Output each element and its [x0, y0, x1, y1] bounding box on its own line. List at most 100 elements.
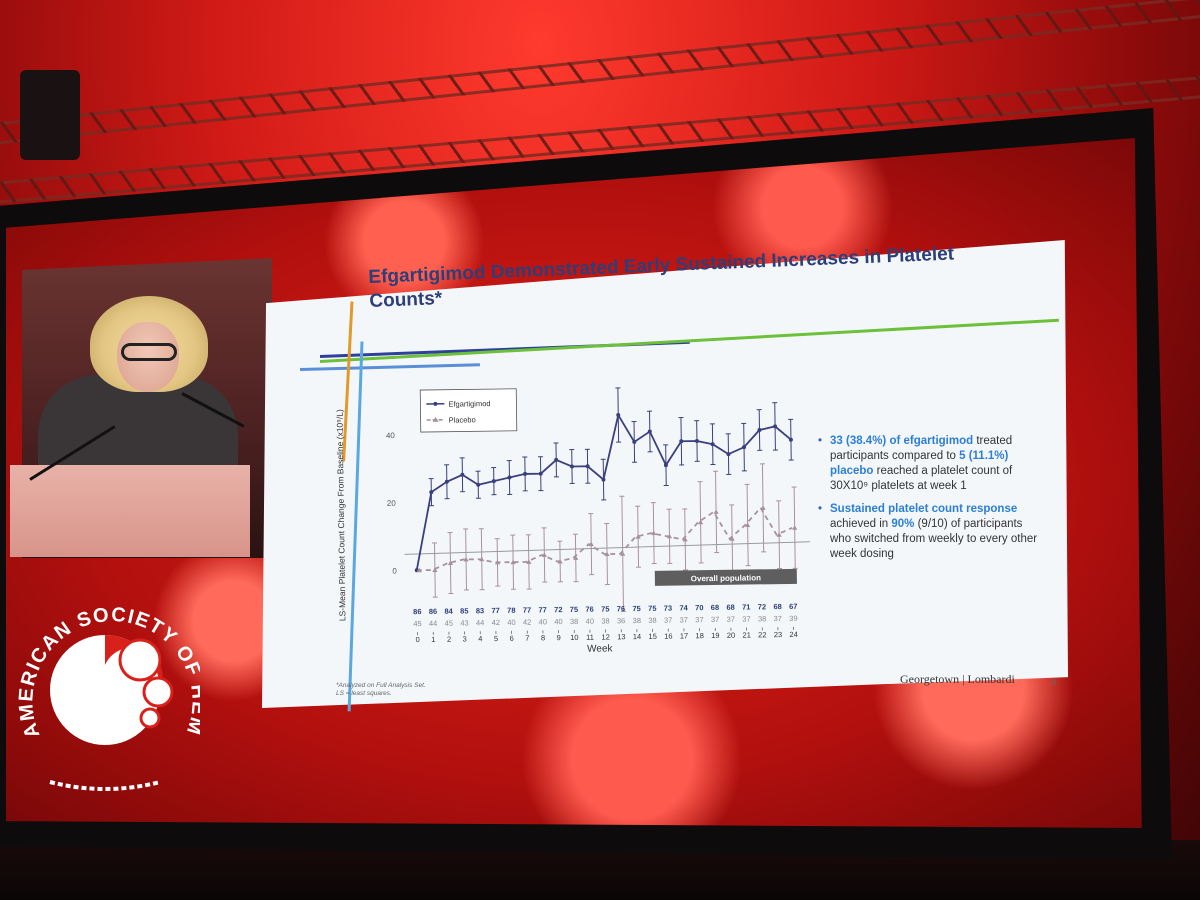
efgartigimod-at-risk-count: 85 [460, 606, 468, 615]
efgartigimod-point [476, 482, 481, 487]
efgartigimod-point [710, 442, 715, 447]
placebo-point [494, 559, 501, 565]
placebo-point [557, 558, 563, 564]
placebo-point [573, 555, 579, 560]
x-tick-label: 10 [570, 633, 578, 642]
placebo-at-risk-count: 44 [476, 618, 484, 627]
georgetown-lombardi-brand: Georgetown | Lombardi [900, 672, 1015, 686]
chart-legend [419, 388, 518, 433]
placebo-at-risk-count: 38 [570, 617, 578, 626]
efgartigimod-at-risk-count: 75 [570, 605, 578, 614]
efgartigimod-at-risk-count: 78 [507, 606, 515, 615]
x-tick-label: 5 [494, 634, 498, 643]
placebo-at-risk-count: 38 [758, 614, 766, 623]
chart-y-axis-label: LS-Mean Platelet Count Change From Basel… [334, 409, 347, 621]
efgartigimod-at-risk-count: 77 [523, 606, 531, 615]
efgartigimod-at-risk-count: 75 [648, 604, 656, 613]
placebo-at-risk-count: 42 [492, 618, 500, 627]
x-tick-label: 0 [416, 635, 420, 644]
efgartigimod-point [742, 445, 747, 450]
efgartigimod-at-risk-count: 84 [444, 607, 453, 616]
efgartigimod-point [788, 437, 793, 442]
overall-population-banner [654, 568, 797, 586]
placebo-at-risk-count: 37 [727, 615, 735, 624]
efgartigimod-at-risk-count: 77 [491, 606, 499, 615]
placebo-point [635, 534, 641, 539]
x-tick-label: 13 [617, 632, 625, 641]
placebo-at-risk-count: 37 [742, 614, 750, 623]
y-tick-label: 0 [392, 567, 397, 576]
x-tick-label: 1 [431, 635, 435, 644]
efgartigimod-at-risk-count: 72 [758, 602, 766, 611]
legend-efgartigimod-label: Efgartigimod [448, 399, 490, 409]
efgartigimod-at-risk-count: 83 [476, 606, 484, 615]
efgartigimod-at-risk-count: 75 [632, 604, 640, 613]
x-tick-label: 22 [758, 630, 766, 639]
efgartigimod-at-risk-count: 73 [664, 604, 672, 613]
placebo-at-risk-count: 45 [445, 619, 453, 628]
placebo-point [792, 525, 798, 530]
x-tick-label: 7 [525, 634, 529, 643]
placebo-point [729, 536, 735, 541]
placebo-point [760, 505, 766, 510]
efgartigimod-at-risk-count: 72 [554, 605, 562, 614]
efgartigimod-at-risk-count: 86 [429, 607, 437, 616]
efgartigimod-point [460, 472, 465, 477]
speaker-glasses [121, 343, 177, 361]
placebo-point [588, 541, 594, 547]
placebo-at-risk-count: 39 [789, 614, 797, 623]
x-tick-label: 6 [510, 634, 514, 643]
efgartigimod-at-risk-count: 68 [711, 603, 719, 612]
x-tick-label: 19 [711, 631, 719, 640]
placebo-point [776, 532, 782, 537]
efgartigimod-point [647, 429, 652, 434]
placebo-at-risk-count: 37 [711, 615, 719, 624]
placebo-at-risk-count: 44 [429, 619, 437, 628]
placebo-point [541, 552, 547, 557]
x-tick-label: 3 [463, 634, 467, 643]
efgartigimod-at-risk-count: 77 [538, 605, 546, 614]
x-tick-label: 23 [774, 630, 782, 639]
x-tick-label: 2 [447, 635, 451, 644]
legend-placebo-label: Placebo [449, 415, 476, 424]
placebo-point [620, 551, 626, 556]
efgartigimod-point [726, 452, 731, 457]
x-tick-label: 17 [680, 631, 688, 640]
placebo-at-risk-count: 40 [539, 617, 547, 626]
efgartigimod-point [694, 439, 699, 444]
x-tick-label: 24 [789, 630, 797, 639]
efgartigimod-at-risk-count: 74 [679, 603, 688, 612]
overall-population-label: Overall population [691, 573, 761, 583]
efgartigimod-at-risk-count: 70 [695, 603, 703, 612]
efgartigimod-at-risk-count: 67 [789, 602, 797, 611]
efgartigimod-point [554, 457, 559, 462]
x-tick-label: 11 [586, 633, 594, 642]
efgartigimod-at-risk-count: 76 [585, 605, 593, 614]
placebo-at-risk-count: 37 [680, 615, 688, 624]
efgartigimod-point [444, 479, 449, 484]
placebo-point [745, 522, 751, 528]
finding-week1-response: 33 (38.4%) of efgartigimod treated parti… [818, 434, 1046, 494]
stage-spotlight [20, 70, 80, 160]
x-tick-label: 12 [601, 632, 609, 641]
placebo-point [510, 559, 516, 565]
placebo-at-risk-count: 37 [774, 614, 782, 623]
placebo-at-risk-count: 37 [695, 615, 703, 624]
chart-x-axis-label: Week [587, 643, 614, 654]
efgartigimod-at-risk-count: 68 [773, 602, 781, 611]
x-tick-label: 21 [742, 630, 750, 639]
x-tick-label: 8 [541, 633, 545, 642]
placebo-point [666, 533, 673, 539]
placebo-point [682, 536, 688, 542]
platelet-count-chart: LS-Mean Platelet Count Change From Basel… [334, 387, 810, 655]
efgartigimod-point [429, 490, 434, 495]
placebo-at-risk-count: 38 [648, 616, 656, 625]
efgartigimod-point [632, 439, 637, 444]
x-tick-label: 16 [664, 632, 672, 641]
x-tick-label: 9 [557, 633, 561, 642]
podium [10, 465, 250, 557]
placebo-at-risk-count: 45 [413, 619, 421, 628]
placebo-point [604, 551, 610, 557]
placebo-at-risk-count: 37 [664, 616, 672, 625]
placebo-point [651, 530, 657, 536]
